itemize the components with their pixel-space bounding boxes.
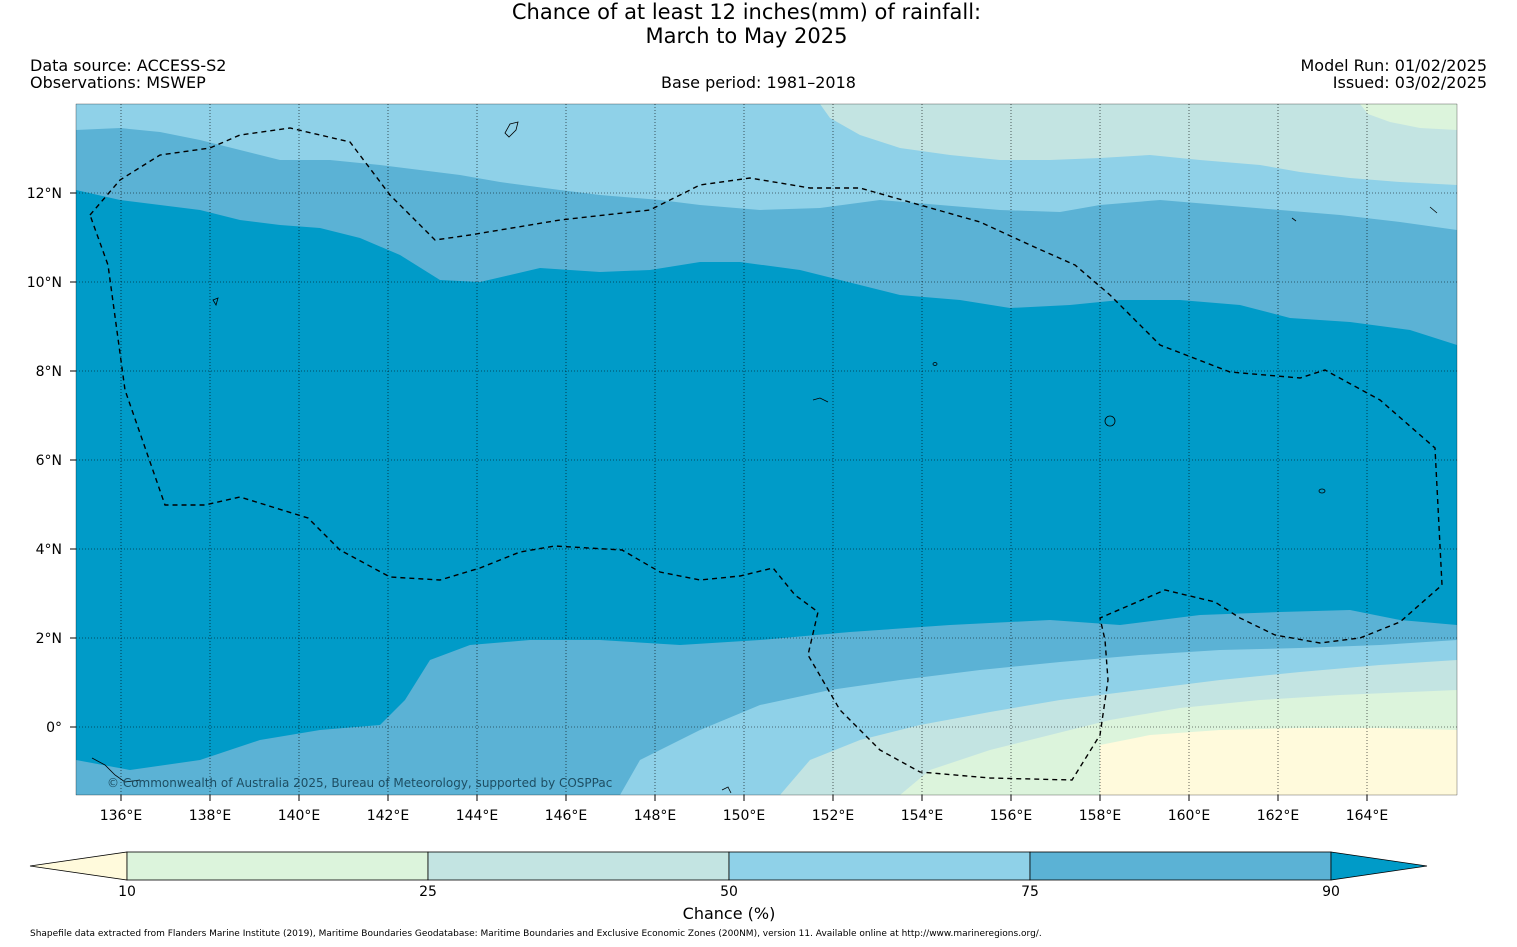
lat-label: 0° [46, 720, 62, 736]
lon-label: 164°E [1346, 808, 1389, 824]
coastlines [91, 121, 1438, 794]
colorbar-label: Chance (%) [683, 904, 776, 923]
graticule [76, 104, 1457, 795]
lon-label: 148°E [634, 808, 677, 824]
lon-label: 144°E [456, 808, 499, 824]
colorbar-25-50 [427, 851, 730, 881]
lon-label: 138°E [189, 808, 232, 824]
field-25-50-north [820, 104, 1457, 185]
lat-label: 8°N [36, 364, 62, 380]
lat-label: 12°N [27, 186, 62, 202]
colorbar-lt10 [29, 851, 128, 881]
lon-label: 154°E [901, 808, 944, 824]
lon-label: 140°E [278, 808, 321, 824]
lon-label: 142°E [367, 808, 410, 824]
copyright-notice: © Commonwealth of Australia 2025, Bureau… [107, 776, 612, 790]
issued-date: Issued: 03/02/2025 [1332, 73, 1487, 92]
map-title-line2: March to May 2025 [645, 24, 848, 48]
colorbar-10-25 [126, 851, 429, 881]
lon-label: 162°E [1257, 808, 1300, 824]
colorbar-tick: 50 [720, 884, 738, 900]
colorbar-tick: 25 [419, 884, 437, 900]
model-run: Model Run: 01/02/2025 [1300, 56, 1488, 75]
lat-label: 6°N [36, 453, 62, 469]
lat-label: 4°N [36, 542, 62, 558]
lon-label: 146°E [545, 808, 588, 824]
map-frame [75, 103, 1458, 796]
colorbar-gt90 [1330, 851, 1428, 881]
field-lt10-south [1100, 728, 1457, 795]
probability-fields [76, 104, 1457, 795]
colorbar-50-75 [728, 851, 1031, 881]
longitude-labels: 136°E 138°E 140°E 142°E 144°E 146°E 148°… [100, 808, 1389, 824]
latitude-labels: 12°N 10°N 8°N 6°N 4°N 2°N 0° [27, 186, 62, 736]
attribution-footer: Shapefile data extracted from Flanders M… [30, 929, 1042, 939]
colorbar-tick: 75 [1021, 884, 1039, 900]
colorbar-tick: 10 [118, 884, 136, 900]
eez-boundary [89, 127, 1443, 781]
map-title-line1: Chance of at least 12 inches(mm) of rain… [511, 0, 982, 24]
field-10-25-north [1360, 104, 1457, 130]
lon-label: 158°E [1079, 808, 1122, 824]
data-source: Data source: ACCESS-S2 [30, 56, 227, 75]
lat-label: 10°N [27, 275, 62, 291]
base-period: Base period: 1981–2018 [661, 73, 856, 92]
colorbar-tick: 90 [1322, 884, 1340, 900]
colorbar-75-90 [1029, 851, 1332, 881]
axis-ticks [70, 192, 1368, 801]
lon-label: 160°E [1168, 808, 1211, 824]
lon-label: 156°E [990, 808, 1033, 824]
lon-label: 136°E [100, 808, 143, 824]
lon-label: 152°E [812, 808, 855, 824]
colorbar: 10 25 50 75 90 Chance (%) [29, 851, 1428, 923]
lat-label: 2°N [36, 631, 62, 647]
observations: Observations: MSWEP [30, 73, 206, 92]
lon-label: 150°E [723, 808, 766, 824]
